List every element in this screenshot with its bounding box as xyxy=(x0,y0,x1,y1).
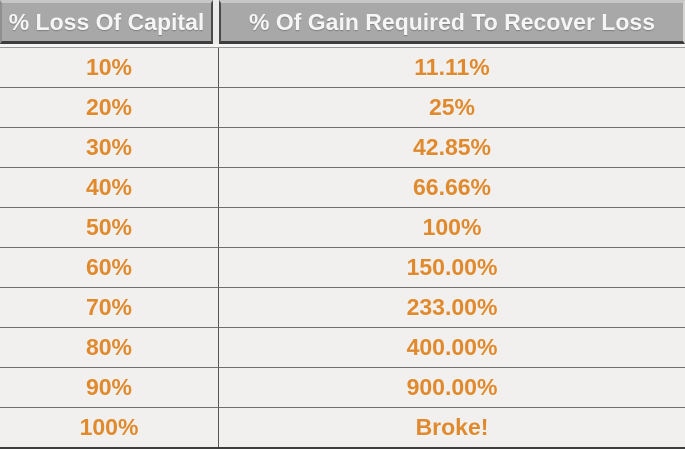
column-header-gain-required: % Of Gain Required To Recover Loss xyxy=(219,0,685,44)
table-row: 80% 400.00% xyxy=(0,328,685,368)
loss-cell: 90% xyxy=(0,368,219,407)
gain-cell: 42.85% xyxy=(412,134,491,160)
table-header-row: % Loss Of Capital % Of Gain Required To … xyxy=(0,0,685,44)
gain-cell: 900.00% xyxy=(406,374,498,400)
gain-cell: 25% xyxy=(428,94,476,120)
table-row: 90% 900.00% xyxy=(0,368,685,408)
column-header-loss-of-capital: % Loss Of Capital xyxy=(0,0,213,44)
table-body: 10% 11.11% 20% 25% 30% 42.85% 40% 66.66%… xyxy=(0,48,685,449)
table-row: 40% 66.66% xyxy=(0,168,685,208)
header-separator xyxy=(0,44,685,48)
loss-cell: 20% xyxy=(0,88,219,127)
loss-cell: 40% xyxy=(0,168,219,207)
loss-cell: 30% xyxy=(0,128,219,167)
table-row: 70% 233.00% xyxy=(0,288,685,328)
loss-cell: 10% xyxy=(0,48,219,87)
gain-cell: 66.66% xyxy=(412,174,491,200)
loss-cell: 70% xyxy=(0,288,219,327)
gain-cell: Broke! xyxy=(415,414,489,440)
table-row: 30% 42.85% xyxy=(0,128,685,168)
table-row: 10% 11.11% xyxy=(0,48,685,88)
gain-cell: 100% xyxy=(422,214,482,240)
table-row: 20% 25% xyxy=(0,88,685,128)
loss-cell: 60% xyxy=(0,248,219,287)
gain-cell: 150.00% xyxy=(406,254,498,280)
loss-cell: 100% xyxy=(0,408,219,447)
table-row: 50% 100% xyxy=(0,208,685,248)
table-row: 60% 150.00% xyxy=(0,248,685,288)
header-divider xyxy=(213,0,219,44)
gain-cell: 233.00% xyxy=(406,294,498,320)
loss-cell: 50% xyxy=(0,208,219,247)
gain-cell: 11.11% xyxy=(414,54,490,80)
loss-cell: 80% xyxy=(0,328,219,367)
gain-cell: 400.00% xyxy=(406,334,498,360)
table-row: 100% Broke! xyxy=(0,408,685,449)
